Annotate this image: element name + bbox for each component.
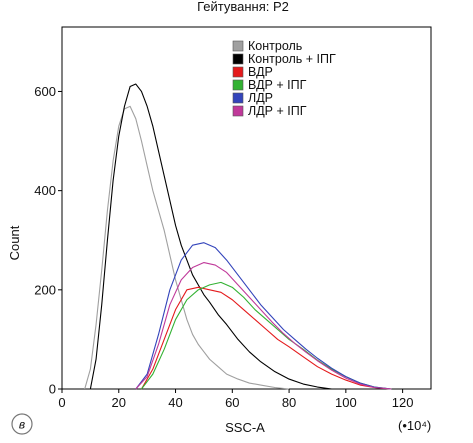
panel-label: в [11, 413, 33, 435]
x-axis-multiplier: (•10⁴) [398, 418, 431, 433]
legend-label: ВДР [248, 65, 273, 79]
legend-label: Контроль + ІПГ [248, 52, 336, 66]
series-line-1 [84, 105, 290, 390]
series-line-2 [89, 83, 332, 390]
legend-swatch [232, 66, 244, 78]
legend-label: ЛДР + ІПГ [248, 104, 307, 118]
x-tick-label: 20 [112, 395, 126, 410]
series-line-3 [141, 286, 392, 390]
series-line-6 [135, 261, 392, 390]
y-tick-label: 200 [34, 282, 56, 297]
plot-frame [61, 26, 432, 390]
legend-label: Контроль [248, 39, 302, 53]
x-tick-label: 0 [58, 395, 65, 410]
chart-title: Гейтування: P2 [197, 0, 289, 14]
x-tick-label: 120 [392, 395, 414, 410]
legend-label: ЛДР [248, 91, 273, 105]
legend-swatch [232, 79, 244, 91]
tick-layer: 0 20 40 60 80 100 120 0 200 400 600 [34, 84, 413, 410]
y-tick-label: 400 [34, 183, 56, 198]
panel-label-text: в [19, 418, 25, 432]
legend-swatch [232, 40, 244, 52]
legend-swatch [232, 53, 244, 65]
x-tick-label: 100 [335, 395, 357, 410]
y-tick-label: 600 [34, 84, 56, 99]
series-line-4 [141, 281, 392, 390]
series-line-5 [135, 242, 392, 390]
y-axis-label: Count [7, 225, 22, 260]
legend-swatch [232, 92, 244, 104]
legend-label: ВДР + ІПГ [248, 78, 307, 92]
x-tick-label: 40 [168, 395, 182, 410]
series-layer [84, 83, 392, 390]
legend-swatch [232, 105, 244, 117]
y-tick-label: 0 [49, 382, 56, 397]
x-tick-label: 60 [225, 395, 239, 410]
panel-label-circle [11, 413, 33, 435]
x-axis-label: SSC-A [225, 420, 265, 435]
x-tick-label: 80 [282, 395, 296, 410]
